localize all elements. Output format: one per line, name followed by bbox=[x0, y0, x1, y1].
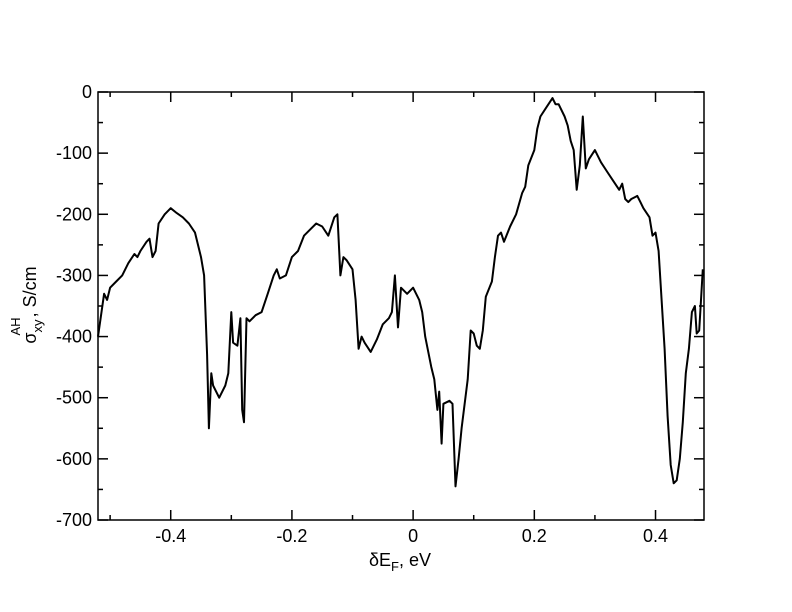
y-tick-label: -100 bbox=[56, 143, 92, 163]
x-tick-label: -0.4 bbox=[155, 526, 186, 546]
x-axis-label: δEF, eV bbox=[369, 550, 431, 574]
x-tick-label: 0.2 bbox=[522, 526, 547, 546]
y-tick-label: 0 bbox=[82, 82, 92, 102]
y-tick-label: -300 bbox=[56, 265, 92, 285]
x-tick-label: -0.2 bbox=[276, 526, 307, 546]
data-line bbox=[97, 97, 704, 488]
x-tick-label: 0.4 bbox=[643, 526, 668, 546]
y-tick-label: -400 bbox=[56, 327, 92, 347]
y-tick-label: -500 bbox=[56, 388, 92, 408]
y-tick-label: -200 bbox=[56, 204, 92, 224]
y-tick-label: -600 bbox=[56, 449, 92, 469]
x-tick-label: 0 bbox=[408, 526, 418, 546]
y-axis-label: σxyAH, S/cm bbox=[8, 266, 45, 343]
plot-frame bbox=[97, 91, 705, 521]
y-tick-label: -700 bbox=[56, 510, 92, 530]
